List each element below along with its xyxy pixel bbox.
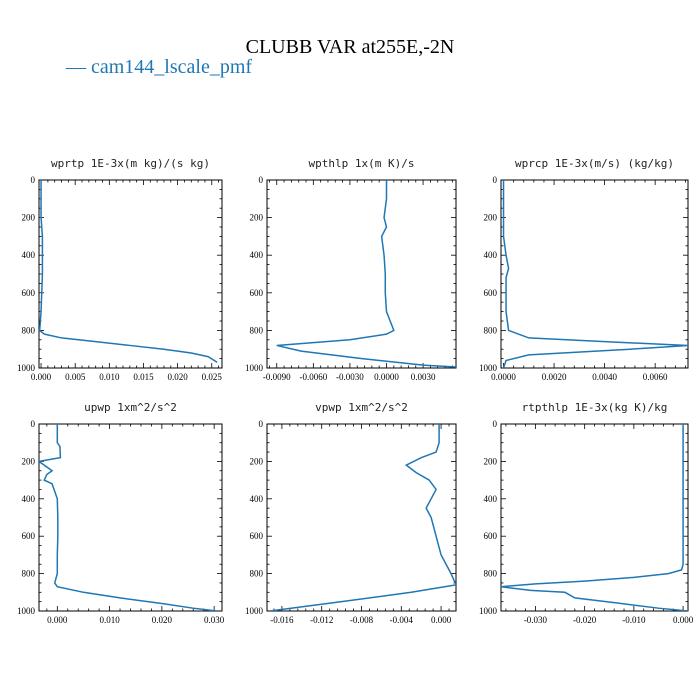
y-tick-label: 1000 bbox=[245, 606, 264, 616]
x-tick-label: 0.000 bbox=[31, 372, 52, 382]
x-tick-label: 0.025 bbox=[202, 372, 223, 382]
plot-frame bbox=[500, 423, 689, 612]
series-line bbox=[276, 180, 456, 368]
series-line bbox=[39, 180, 218, 363]
y-tick-label: 0 bbox=[31, 419, 36, 429]
plot-frame bbox=[38, 179, 223, 369]
y-tick-label: 800 bbox=[250, 325, 264, 335]
y-tick-label: 800 bbox=[484, 325, 498, 335]
y-tick-label: 0 bbox=[31, 175, 36, 185]
x-tick-label: 0.000 bbox=[47, 615, 68, 625]
x-tick-label: 0.010 bbox=[99, 372, 120, 382]
panel-title: upwp 1xm^2/s^2 bbox=[84, 401, 177, 414]
x-tick-label: -0.016 bbox=[270, 615, 294, 625]
y-tick-label: 600 bbox=[250, 531, 264, 541]
legend-label: cam144_lscale_pmf bbox=[91, 56, 253, 78]
x-tick-label: -0.030 bbox=[524, 615, 548, 625]
y-tick-label: 400 bbox=[250, 494, 264, 504]
y-tick-label: 1000 bbox=[17, 363, 36, 373]
y-tick-label: 0 bbox=[493, 419, 498, 429]
y-tick-label: 600 bbox=[250, 288, 264, 298]
panel-title: rtpthlp 1E-3x(kg K)/kg bbox=[522, 401, 668, 414]
series-line bbox=[39, 424, 217, 611]
panel-3: wprcp 1E-3x(m/s) (kg/kg) 0 200 400 600 800 100… bbox=[479, 157, 689, 382]
x-tick-label: 0.020 bbox=[167, 372, 188, 382]
y-tick-label: 400 bbox=[22, 250, 36, 260]
y-tick-label: 800 bbox=[484, 569, 498, 579]
y-tick-label: 600 bbox=[22, 531, 36, 541]
x-tick-label: -0.0030 bbox=[336, 372, 364, 382]
panel-title: wprcp 1E-3x(m/s) (kg/kg) bbox=[515, 157, 674, 170]
legend: — cam144_lscale_pmf bbox=[66, 56, 252, 79]
y-tick-label: 800 bbox=[22, 325, 36, 335]
panel-1: wprtp 1E-3x(m kg)/(s kg) 0 200 400 600 800 100… bbox=[17, 157, 223, 382]
y-tick-label: 0 bbox=[493, 175, 498, 185]
y-tick-label: 200 bbox=[22, 456, 36, 466]
y-tick-label: 200 bbox=[22, 213, 36, 223]
x-tick-label: -0.020 bbox=[573, 615, 597, 625]
x-tick-label: 0.000 bbox=[431, 615, 452, 625]
chart-title: CLUBB VAR at255E,-2N bbox=[245, 36, 455, 58]
y-tick-label: 200 bbox=[250, 213, 264, 223]
y-tick-label: 400 bbox=[484, 250, 498, 260]
x-tick-label: -0.012 bbox=[310, 615, 333, 625]
x-tick-label: -0.010 bbox=[622, 615, 646, 625]
y-tick-label: 0 bbox=[259, 419, 264, 429]
y-tick-label: 800 bbox=[250, 569, 264, 579]
series-line bbox=[269, 424, 456, 611]
plot-frame bbox=[266, 423, 457, 612]
x-tick-label: -0.0060 bbox=[299, 372, 327, 382]
y-tick-label: 200 bbox=[484, 456, 498, 466]
y-tick-label: 1000 bbox=[479, 363, 498, 373]
x-tick-label: 0.0000 bbox=[374, 372, 399, 382]
x-tick-label: 0.0040 bbox=[592, 372, 617, 382]
x-tick-label: 0.0060 bbox=[643, 372, 668, 382]
x-tick-label: 0.020 bbox=[152, 615, 173, 625]
x-tick-label: -0.004 bbox=[390, 615, 414, 625]
x-tick-label: 0.0030 bbox=[411, 372, 436, 382]
panel-5: vpwp 1xm^2/s^2 0 200 400 600 800 1000 -0.016 -0.… bbox=[245, 401, 457, 625]
x-tick-label: 0.005 bbox=[65, 372, 86, 382]
y-tick-label: 200 bbox=[484, 213, 498, 223]
panel-4: upwp 1xm^2/s^2 0 200 400 600 800 1000 0.000 0.01… bbox=[17, 401, 225, 625]
x-tick-label: 0.000 bbox=[673, 615, 694, 625]
y-tick-label: 1000 bbox=[479, 606, 498, 616]
x-tick-label: 0.0020 bbox=[542, 372, 567, 382]
x-tick-label: 0.0000 bbox=[491, 372, 516, 382]
legend-swatch: — bbox=[66, 56, 86, 78]
x-tick-label: 0.030 bbox=[204, 615, 225, 625]
panel-6: rtpthlp 1E-3x(kg K)/kg 0 200 400 600 800 1000 -… bbox=[479, 401, 694, 625]
y-tick-label: 600 bbox=[22, 288, 36, 298]
y-tick-label: 1000 bbox=[245, 363, 264, 373]
y-tick-label: 0 bbox=[259, 175, 264, 185]
panel-title: wpthlp 1x(m K)/s bbox=[309, 157, 415, 170]
plot-frame bbox=[500, 179, 689, 369]
x-tick-label: -0.0090 bbox=[263, 372, 291, 382]
x-tick-label: 0.015 bbox=[133, 372, 154, 382]
x-tick-label: -0.008 bbox=[350, 615, 374, 625]
panel-title: vpwp 1xm^2/s^2 bbox=[315, 401, 408, 414]
plot-frame bbox=[266, 179, 457, 369]
y-tick-label: 600 bbox=[484, 531, 498, 541]
series-line bbox=[501, 424, 688, 611]
series-line bbox=[502, 180, 688, 368]
y-tick-label: 600 bbox=[484, 288, 498, 298]
y-tick-label: 200 bbox=[250, 456, 264, 466]
x-tick-label: 0.010 bbox=[99, 615, 120, 625]
y-tick-label: 1000 bbox=[17, 606, 36, 616]
y-tick-label: 400 bbox=[22, 494, 36, 504]
y-tick-label: 800 bbox=[22, 569, 36, 579]
panel-2: wpthlp 1x(m K)/s 0 200 400 600 800 1000-0.0090… bbox=[245, 157, 457, 382]
plot-frame bbox=[38, 423, 223, 612]
panel-title: wprtp 1E-3x(m kg)/(s kg) bbox=[51, 157, 210, 170]
y-tick-label: 400 bbox=[250, 250, 264, 260]
y-tick-label: 400 bbox=[484, 494, 498, 504]
